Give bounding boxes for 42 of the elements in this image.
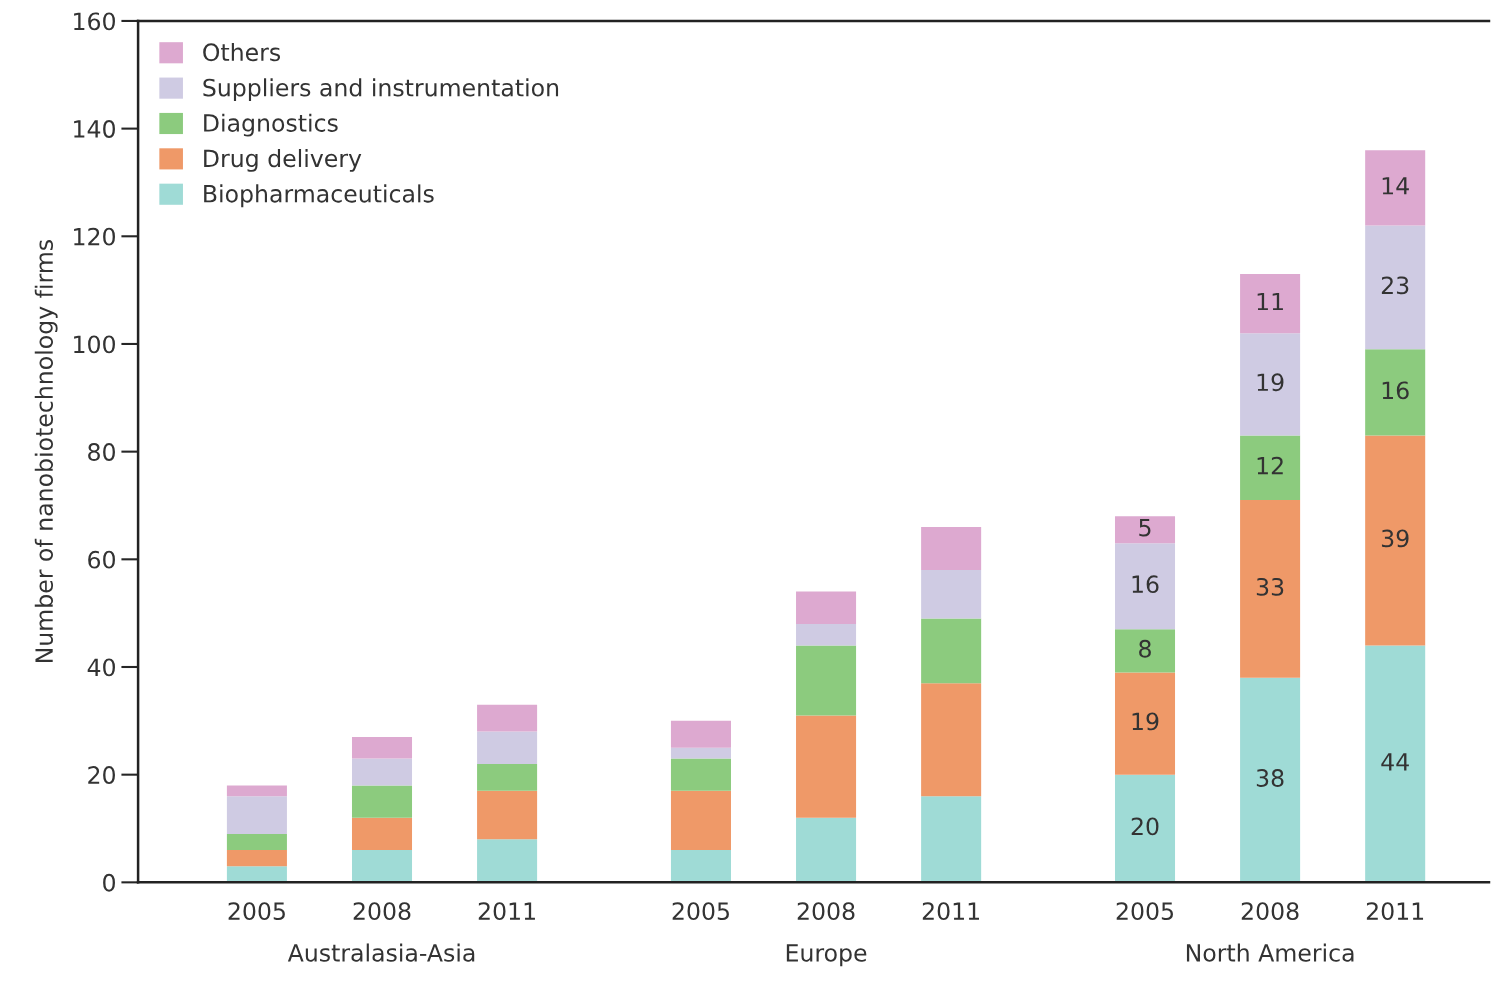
data-label: 14 (1382, 177, 1409, 195)
data-label: 38 (1256, 769, 1284, 787)
x-tick-label: 2005 (672, 902, 729, 921)
legend-label: Biopharmaceuticals (204, 184, 434, 208)
y-axis-title: Number of nanobiotechnology firms (34, 240, 58, 663)
legend-label: Others (203, 42, 281, 62)
data-label: 16 (1382, 381, 1409, 400)
x-tick-label: 2011 (1366, 902, 1424, 921)
data-label: 20 (1131, 817, 1159, 836)
data-label: 5 (1139, 519, 1151, 537)
data-label: 39 (1381, 529, 1409, 548)
data-label: 44 (1381, 753, 1409, 771)
y-tick-label: 100 (74, 335, 115, 354)
x-tick-label: 2011 (478, 902, 535, 921)
data-label: 8 (1139, 639, 1151, 658)
y-tick-label: 60 (88, 550, 115, 569)
x-tick-label: 2008 (1241, 902, 1299, 921)
legend-label: Suppliers and instrumentation (203, 78, 559, 102)
data-label: 23 (1381, 276, 1409, 295)
y-tick-label: 0 (103, 873, 115, 892)
x-tick-label: 2005 (228, 902, 285, 921)
data-label: 12 (1257, 456, 1283, 475)
text: North America (1186, 943, 1354, 962)
text: Europe (786, 944, 867, 967)
data-label: 33 (1256, 577, 1284, 596)
y-tick-label: 140 (74, 120, 115, 138)
x-tick-label: 2008 (353, 902, 411, 921)
legend-label: Drug delivery (204, 149, 362, 172)
x-tick-label: 2008 (797, 902, 855, 921)
data-label: 19 (1257, 373, 1284, 392)
y-tick-label: 80 (88, 443, 115, 461)
data-label: 19 (1132, 712, 1159, 731)
y-tick-label: 160 (74, 12, 115, 31)
data-label: 16 (1132, 575, 1159, 594)
x-tick-label: 2005 (1116, 902, 1173, 921)
y-tick-label: 120 (74, 227, 115, 246)
y-tick-label: 20 (88, 766, 115, 784)
data-label: 11 (1257, 292, 1283, 311)
text: Australasia-Asia (287, 943, 475, 962)
x-tick-label: 2011 (922, 902, 979, 921)
y-tick-label: 40 (87, 658, 115, 677)
legend-label: Diagnostics (204, 113, 338, 137)
